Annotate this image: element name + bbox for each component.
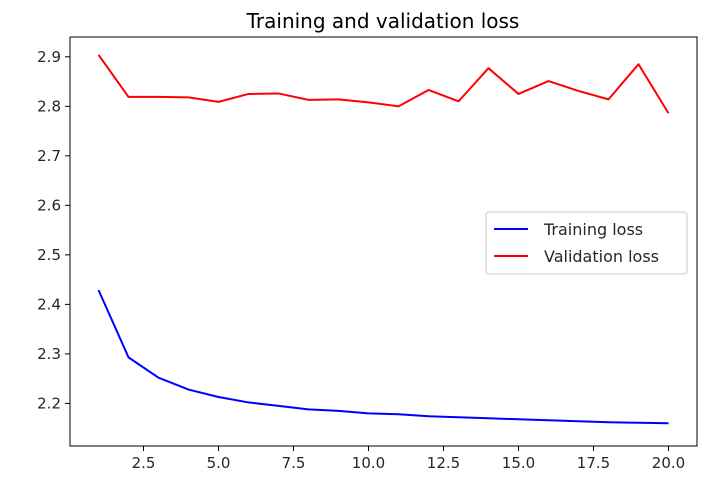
y-axis: 2.2 2.3 2.4 2.5 2.6 2.7 2.8 2.9	[37, 48, 70, 412]
legend-label: Training loss	[543, 220, 643, 239]
x-axis: 2.5 5.0 7.5 10.0 12.5 15.0 17.5 20.0	[132, 446, 685, 472]
y-tick-label: 2.5	[37, 246, 61, 264]
x-tick-label: 20.0	[652, 454, 685, 472]
legend-box	[485, 211, 688, 275]
x-tick-label: 10.0	[352, 454, 385, 472]
y-tick-label: 2.3	[37, 345, 61, 363]
plot-frame	[69, 36, 698, 447]
x-tick-label: 12.5	[427, 454, 460, 472]
x-tick-label: 2.5	[132, 454, 156, 472]
legend: Training loss Validation loss	[485, 211, 688, 275]
y-tick-label: 2.8	[37, 97, 61, 115]
plot-lines	[97, 54, 670, 425]
y-tick-label: 2.9	[37, 48, 61, 66]
y-tick-label: 2.7	[37, 147, 61, 165]
x-tick-label: 17.5	[577, 454, 610, 472]
chart-title: Training and validation loss	[246, 9, 520, 33]
y-tick-label: 2.6	[37, 196, 61, 214]
y-tick-label: 2.4	[37, 295, 61, 313]
series-line-training-loss	[97, 289, 669, 425]
series-line-validation-loss	[97, 54, 670, 114]
x-tick-label: 15.0	[502, 454, 535, 472]
legend-label: Validation loss	[544, 247, 659, 266]
x-tick-label: 5.0	[207, 454, 231, 472]
y-tick-label: 2.2	[37, 394, 61, 412]
x-tick-label: 7.5	[282, 454, 306, 472]
